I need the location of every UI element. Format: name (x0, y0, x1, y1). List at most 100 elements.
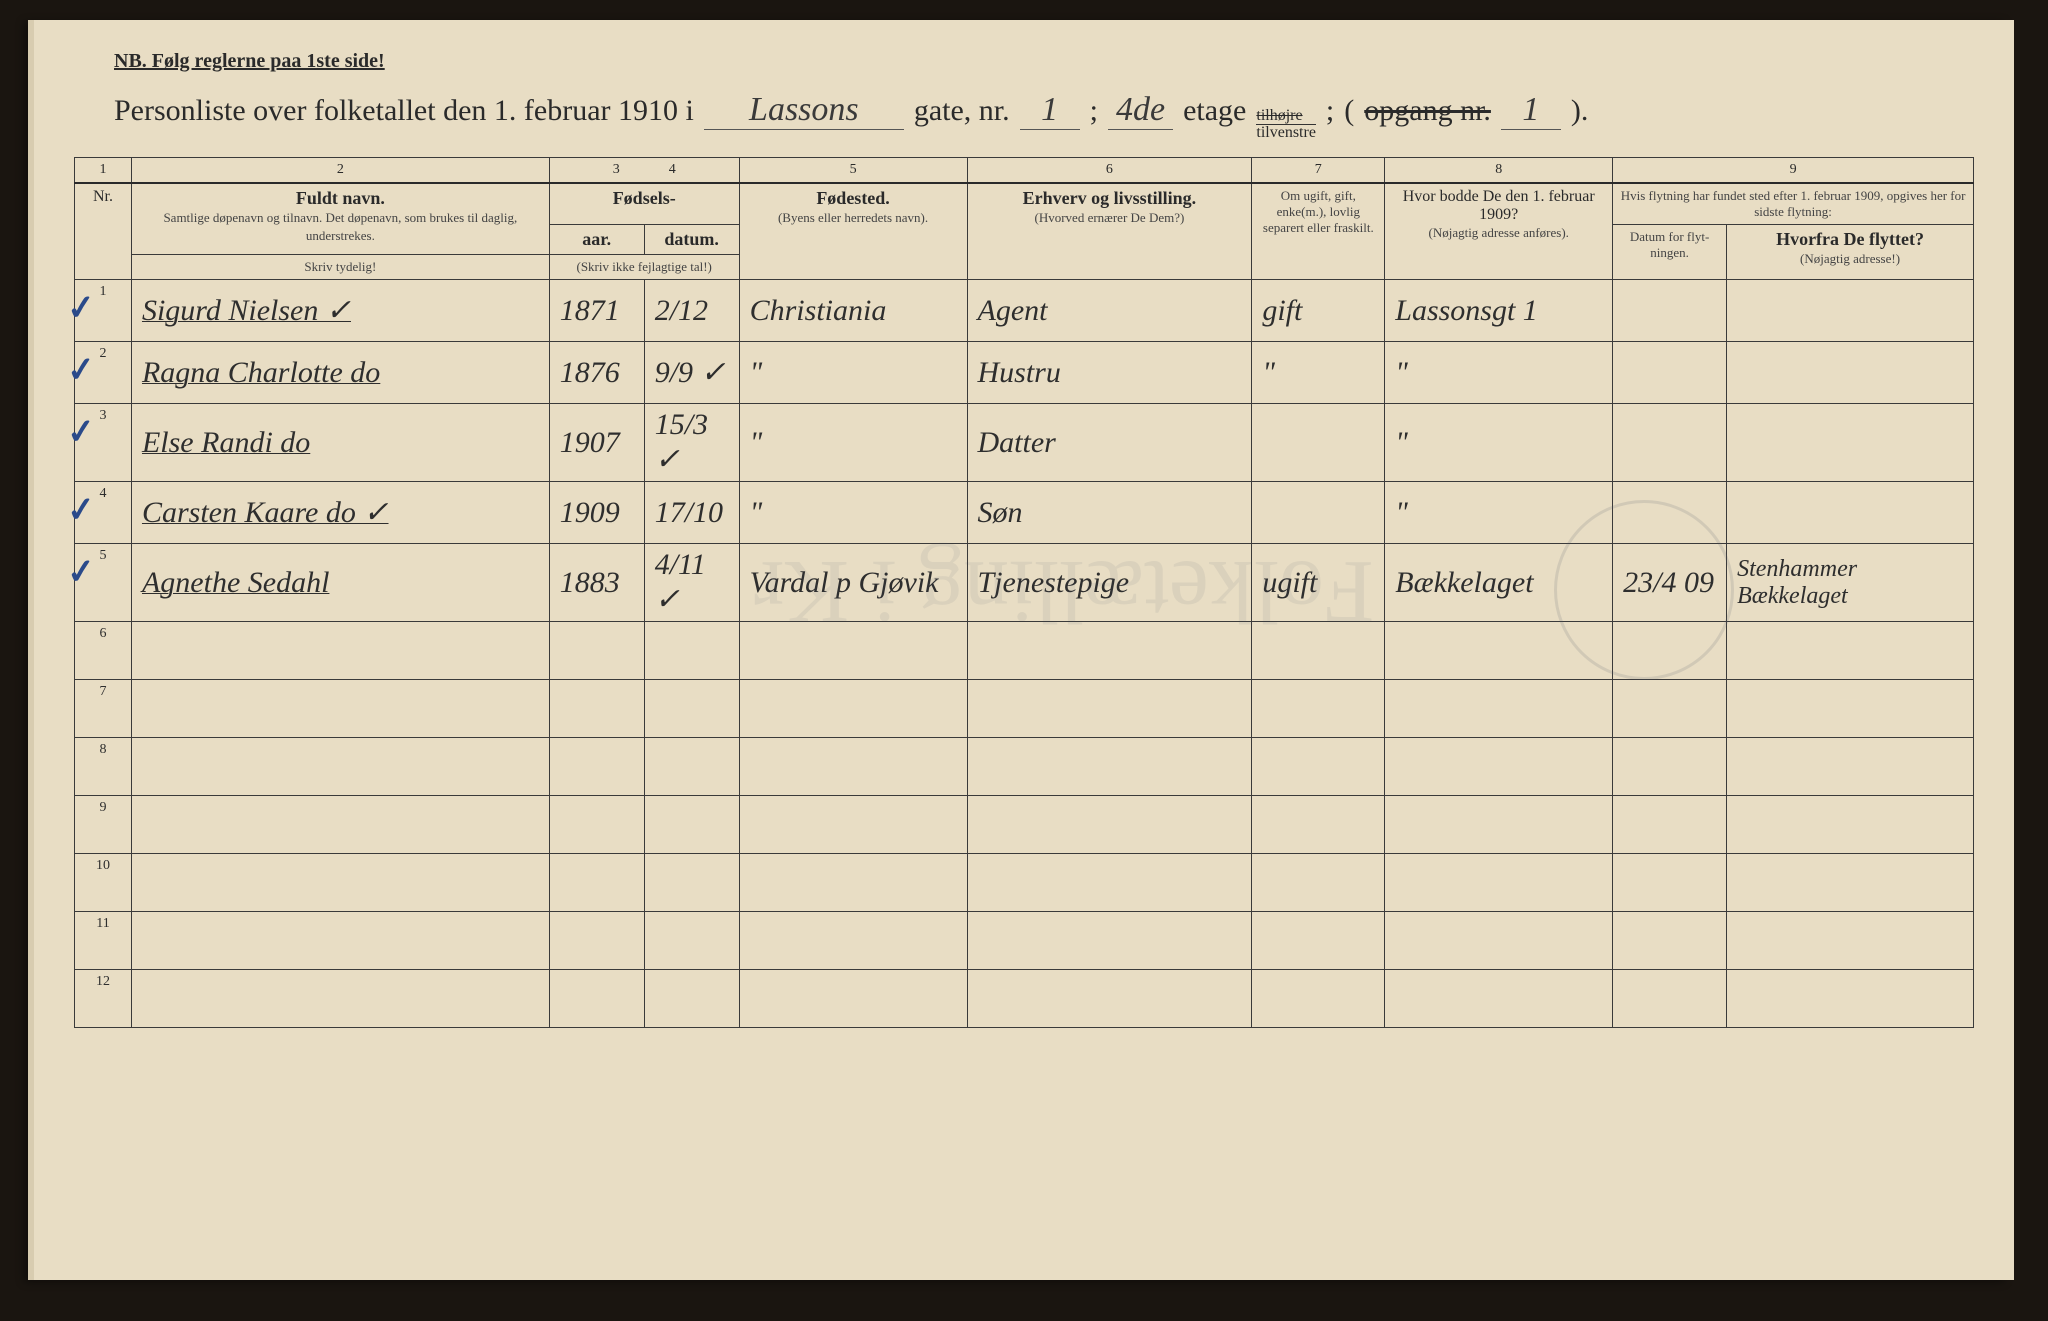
cell-addr1909: " (1385, 404, 1613, 482)
cell-year: 1871 (549, 280, 644, 342)
census-table: 1 2 3 4 5 6 7 8 9 Nr. Fuldt navn. Samtli… (74, 157, 1974, 1028)
cell-movedate (1613, 342, 1727, 404)
cell-movefrom (1727, 404, 1974, 482)
cell-year: 1907 (549, 404, 644, 482)
cell-occupation: Hustru (967, 342, 1252, 404)
side-bottom: tilvenstre (1256, 124, 1316, 141)
street-name: Lassons (704, 91, 904, 130)
cell-date: 17/10 (644, 482, 739, 544)
cell-birthplace: " (739, 404, 967, 482)
cell-birthplace: Christiania (739, 280, 967, 342)
table-header: 1 2 3 4 5 6 7 8 9 Nr. Fuldt navn. Samtli… (75, 158, 1974, 280)
cell-name: Carsten Kaare do ✓ (131, 482, 549, 544)
checkmark-icon: ✓ (65, 287, 97, 329)
cell-movedate: 23/4 09 (1613, 544, 1727, 622)
checkmark-icon: ✓ (65, 411, 97, 453)
colnum-6: 6 (967, 158, 1252, 184)
table-row-empty: 6 (75, 622, 1974, 680)
etage-label: etage (1183, 94, 1246, 128)
table-row: ✓5 Agnethe Sedahl 1883 4/11 ✓ Vardal p G… (75, 544, 1974, 622)
floor-number: 4de (1108, 91, 1173, 130)
cell-movefrom (1727, 280, 1974, 342)
header-birth-sub: (Skriv ikke fejlagtige tal!) (549, 255, 739, 280)
cell-occupation: Agent (967, 280, 1252, 342)
header-move-date: Datum for flyt­ningen. (1613, 225, 1727, 280)
row-number: 9 (75, 796, 132, 854)
colnum-1: 1 (75, 158, 132, 184)
paren-open: ( (1344, 94, 1354, 128)
cell-marital (1252, 482, 1385, 544)
header-birth-group: Fødsels- (549, 183, 739, 225)
cell-name: Else Randi do (131, 404, 549, 482)
header-birthplace: Fødested. (Byens eller herre­dets navn). (739, 183, 967, 280)
cell-movefrom (1727, 342, 1974, 404)
colnum-34: 3 4 (549, 158, 739, 184)
census-form-page: NB. Følg reglerne paa 1ste side! Personl… (34, 20, 2014, 1280)
cell-name: Ragna Charlotte do (131, 342, 549, 404)
header-birth-date: datum. (644, 225, 739, 255)
cell-date: 9/9 ✓ (644, 342, 739, 404)
paren-close: ). (1571, 94, 1589, 128)
cell-birthplace: " (739, 342, 967, 404)
table-row-empty: 11 (75, 912, 1974, 970)
row-number: ✓4 (75, 482, 132, 544)
house-number: 1 (1020, 91, 1080, 130)
semicolon: ; (1090, 94, 1098, 128)
table-row: ✓2 Ragna Charlotte do 1876 9/9 ✓ " Hustr… (75, 342, 1974, 404)
row-number: 10 (75, 854, 132, 912)
row-number: ✓5 (75, 544, 132, 622)
cell-birthplace: Vardal p Gjøvik (739, 544, 967, 622)
cell-marital: ugift (1252, 544, 1385, 622)
header-marital: Om ugift, gift, enke(m.), lovlig separer… (1252, 183, 1385, 280)
cell-date: 15/3 ✓ (644, 404, 739, 482)
table-row: ✓4 Carsten Kaare do ✓ 1909 17/10 " Søn " (75, 482, 1974, 544)
header-skriv-tydelig: Skriv tydelig! (131, 255, 549, 280)
cell-movefrom (1727, 482, 1974, 544)
row-number: ✓3 (75, 404, 132, 482)
table-row-empty: 10 (75, 854, 1974, 912)
colnum-5: 5 (739, 158, 967, 184)
row-number: 12 (75, 970, 132, 1028)
table-row-empty: 12 (75, 970, 1974, 1028)
cell-marital: " (1252, 342, 1385, 404)
header-move-group: Hvis flytning har fundet sted efter 1. f… (1613, 183, 1974, 225)
table-row-empty: 9 (75, 796, 1974, 854)
table-row-empty: 7 (75, 680, 1974, 738)
table-row: ✓3 Else Randi do 1907 15/3 ✓ " Datter " (75, 404, 1974, 482)
header-nr: Nr. (75, 183, 132, 280)
cell-birthplace: " (739, 482, 967, 544)
form-title-line: Personliste over folketallet den 1. febr… (114, 91, 1974, 141)
cell-addr1909: " (1385, 482, 1613, 544)
table-body: ✓1 Sigurd Nielsen ✓ 1871 2/12 Christiani… (75, 280, 1974, 1028)
checkmark-icon: ✓ (65, 551, 97, 593)
header-name-title: Fuldt navn. (296, 188, 385, 208)
cell-movedate (1613, 280, 1727, 342)
header-addr1909: Hvor bodde De den 1. februar 1909? (Nøja… (1385, 183, 1613, 280)
cell-occupation: Datter (967, 404, 1252, 482)
header-move-from: Hvorfra De flyttet? (Nøjagtig adresse!) (1727, 225, 1974, 280)
colnum-9: 9 (1613, 158, 1974, 184)
cell-name: Sigurd Nielsen ✓ (131, 280, 549, 342)
title-prefix: Personliste over folketallet den 1. febr… (114, 94, 694, 128)
checkmark-icon: ✓ (65, 349, 97, 391)
side-top: tilhøjre (1256, 108, 1316, 124)
row-number: ✓2 (75, 342, 132, 404)
cell-addr1909: " (1385, 342, 1613, 404)
cell-name: Agnethe Sedahl (131, 544, 549, 622)
colnum-2: 2 (131, 158, 549, 184)
cell-movedate (1613, 482, 1727, 544)
row-number: 8 (75, 738, 132, 796)
side-fraction: tilhøjre tilvenstre (1256, 108, 1316, 141)
cell-occupation: Tjenestepige (967, 544, 1252, 622)
cell-marital (1252, 404, 1385, 482)
header-birth-year: aar. (549, 225, 644, 255)
gate-label: gate, nr. (914, 94, 1010, 128)
semicolon2: ; (1326, 94, 1334, 128)
row-number: 7 (75, 680, 132, 738)
opgang-label: opgang nr. (1364, 94, 1491, 128)
cell-year: 1883 (549, 544, 644, 622)
colnum-8: 8 (1385, 158, 1613, 184)
cell-movefrom: Stenhammer Bækkelaget (1727, 544, 1974, 622)
table-row: ✓1 Sigurd Nielsen ✓ 1871 2/12 Christiani… (75, 280, 1974, 342)
cell-year: 1909 (549, 482, 644, 544)
